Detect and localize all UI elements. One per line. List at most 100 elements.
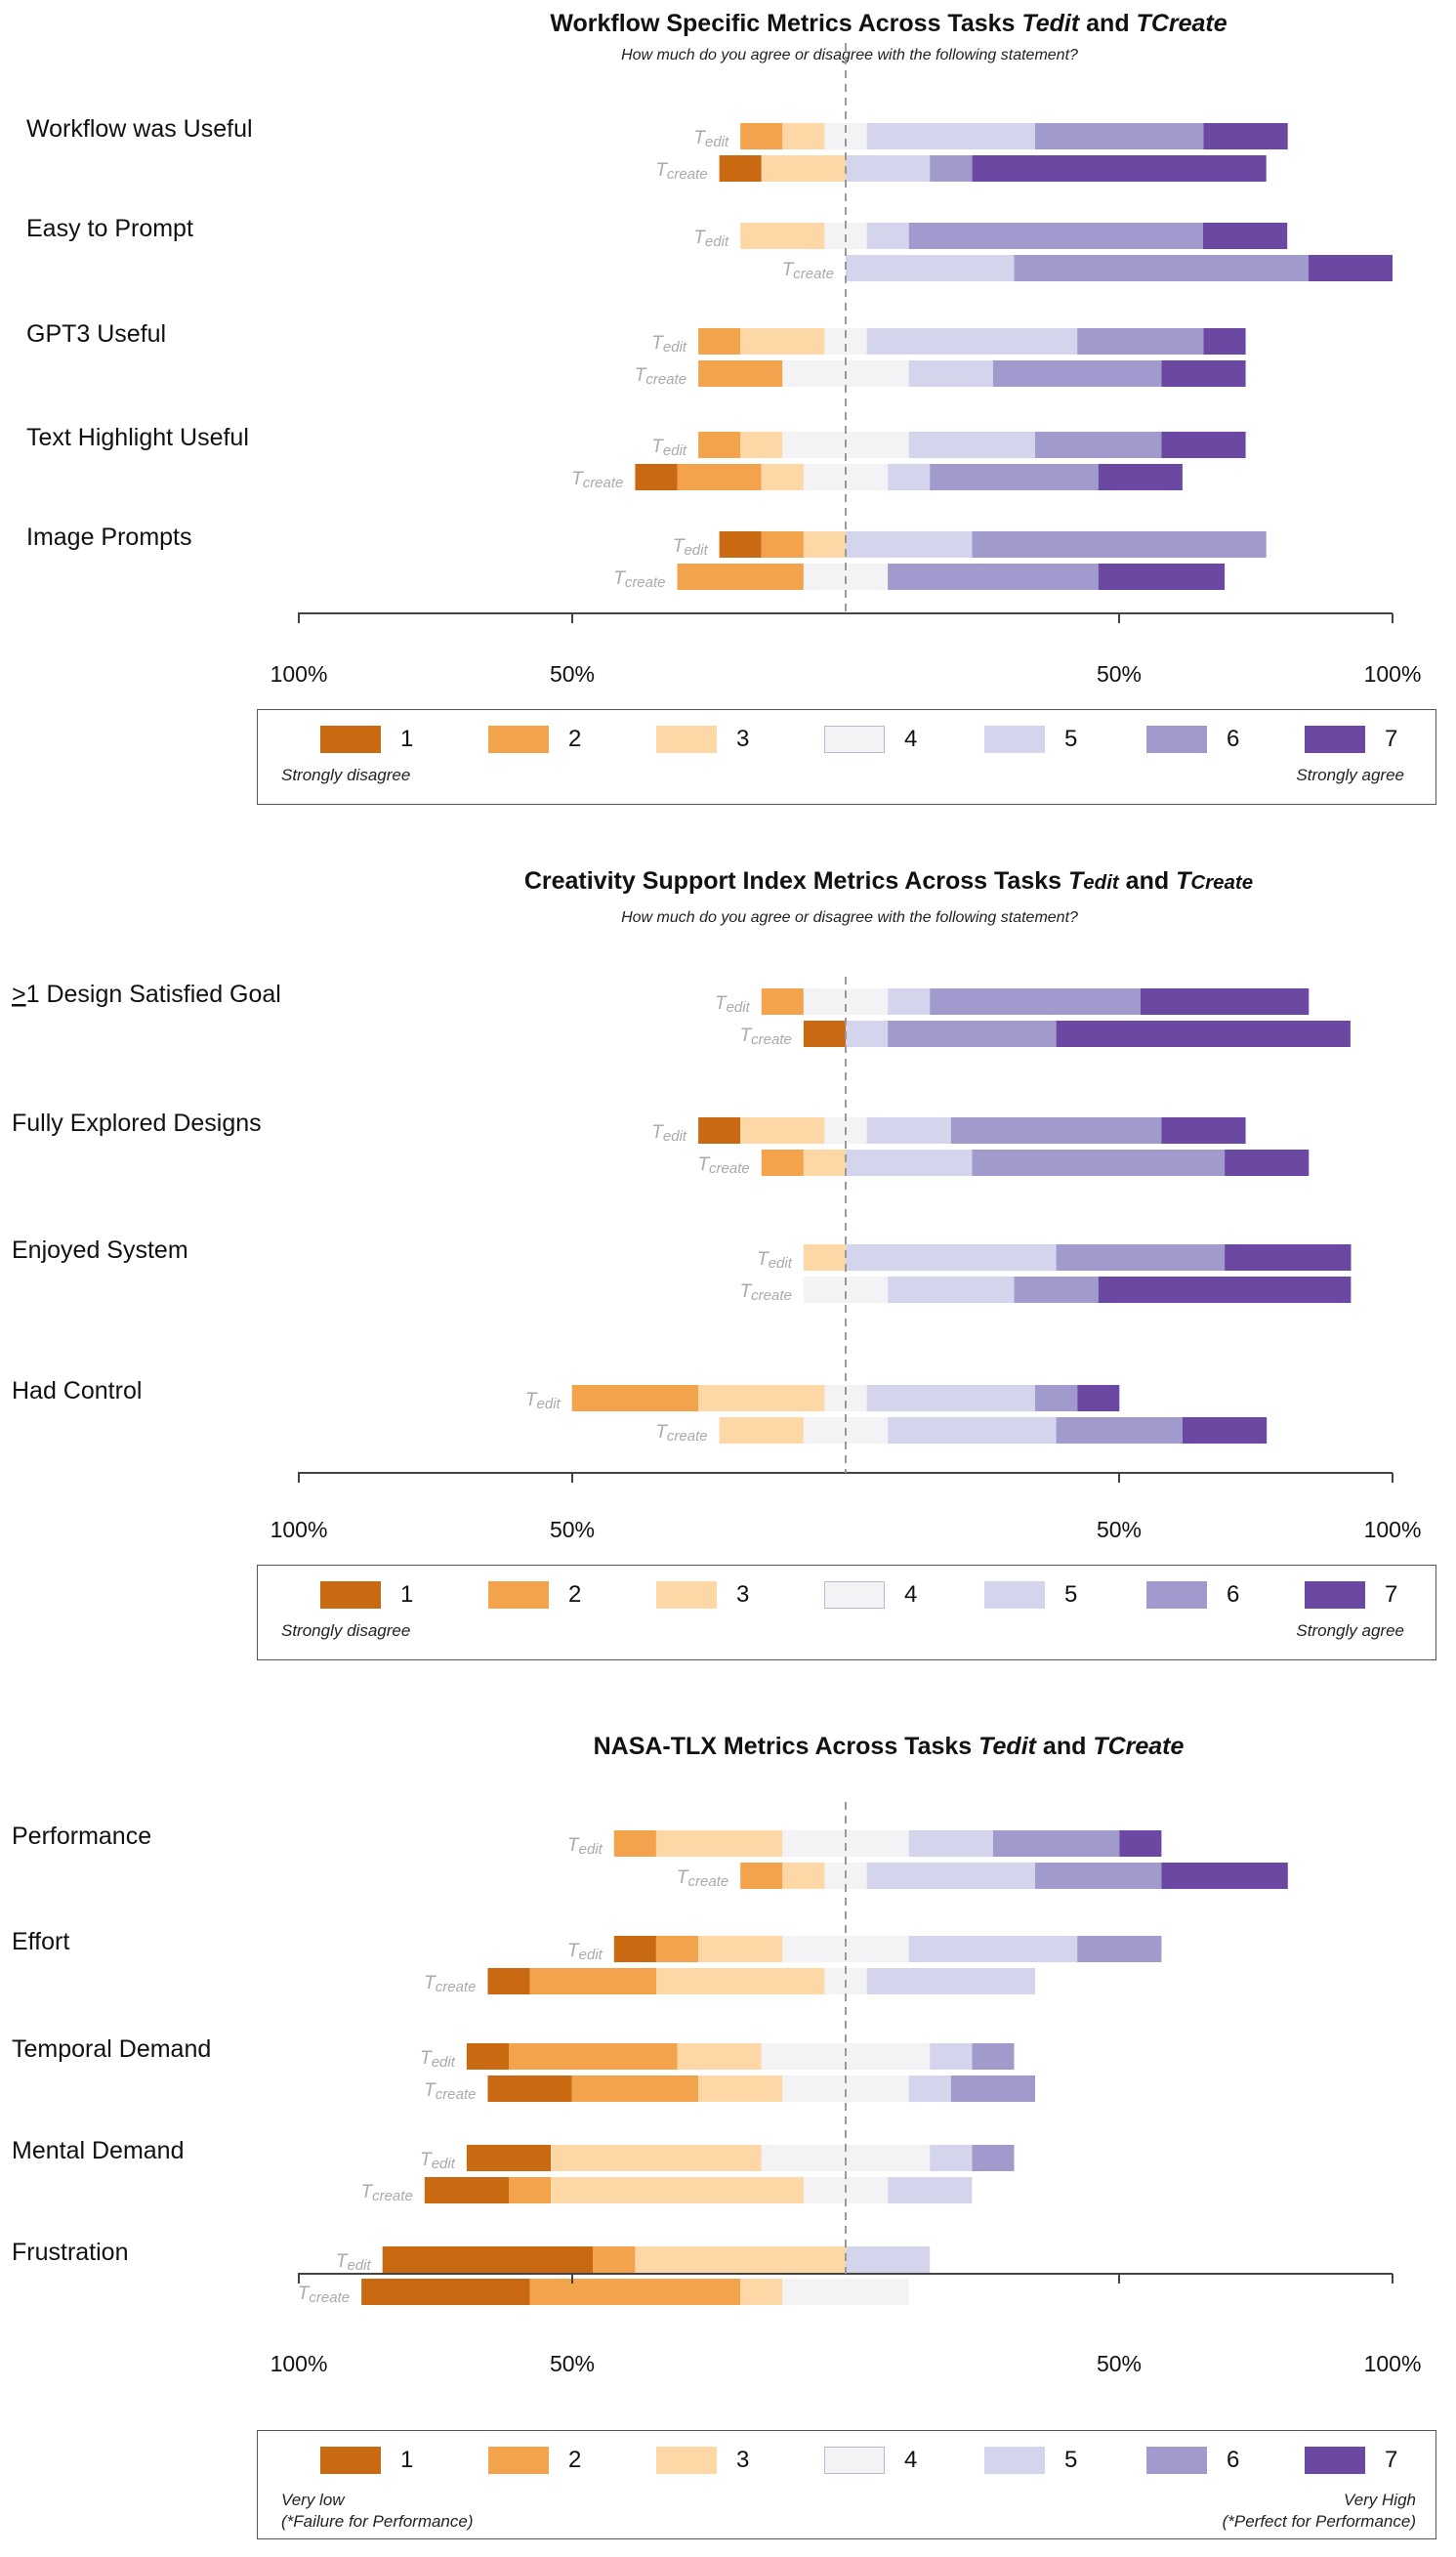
task-label-letter: T bbox=[740, 1281, 753, 1302]
task-label-letter: T bbox=[651, 1122, 664, 1143]
chart-legend: 1 2 3 4 5 6 7 Strongly disagree Strongly agree bbox=[257, 709, 1436, 805]
bar-segment bbox=[656, 1936, 699, 1962]
bar-segment bbox=[1225, 1244, 1352, 1271]
legend-swatch bbox=[824, 1581, 885, 1609]
legend-label: 2 bbox=[568, 2447, 582, 2473]
legend-swatch bbox=[984, 1581, 1045, 1609]
bar-segment bbox=[846, 255, 1015, 281]
task-label-subscript: create bbox=[309, 2289, 350, 2306]
bar-segment bbox=[866, 1117, 951, 1144]
category-label: Fully Explored Designs bbox=[12, 1110, 262, 1137]
task-label-subscript: edit bbox=[579, 1841, 603, 1858]
bar-segment bbox=[930, 2043, 973, 2070]
bar-segment bbox=[529, 2279, 741, 2305]
task-label-letter: T bbox=[655, 1422, 668, 1443]
bar-segment bbox=[972, 155, 1267, 182]
task-label-letter: T bbox=[693, 128, 706, 148]
bar-segment bbox=[466, 2145, 552, 2171]
task-label-subscript: edit bbox=[537, 1396, 562, 1412]
bar-segment bbox=[972, 2043, 1015, 2070]
legend-label: 7 bbox=[1385, 2447, 1398, 2473]
bar-segment bbox=[908, 223, 1203, 249]
bar-segment bbox=[740, 1863, 783, 1889]
legend-swatch bbox=[320, 2447, 381, 2474]
task-label: Tcreate bbox=[360, 2182, 412, 2204]
task-label: Tedit bbox=[715, 993, 751, 1016]
bar-segment bbox=[1014, 255, 1309, 281]
bar-segment bbox=[1161, 1117, 1246, 1144]
task-label-subscript: edit bbox=[769, 1255, 793, 1272]
x-tick-label: 100% bbox=[1364, 2351, 1422, 2376]
legend-swatch bbox=[1305, 1581, 1365, 1609]
bar-segment bbox=[908, 2075, 951, 2102]
task-label-letter: T bbox=[298, 2284, 311, 2304]
bar-segment bbox=[487, 2075, 572, 2102]
task-label-letter: T bbox=[571, 469, 584, 489]
bar-segment bbox=[930, 2145, 973, 2171]
task-label-letter: T bbox=[424, 2080, 437, 2101]
bar-segment bbox=[466, 2043, 509, 2070]
bar-segment bbox=[761, 155, 846, 182]
legend-swatch bbox=[824, 726, 885, 753]
legend-label: 1 bbox=[400, 1581, 414, 1608]
bar-segment bbox=[719, 1417, 804, 1444]
bar-segment bbox=[551, 2145, 762, 2171]
bar-segment bbox=[698, 1117, 741, 1144]
bar-segment bbox=[1056, 1021, 1351, 1047]
bar-segment bbox=[740, 1117, 825, 1144]
task-label: Tedit bbox=[693, 228, 729, 250]
legend-swatch bbox=[1146, 726, 1207, 753]
task-label: Tedit bbox=[673, 536, 709, 559]
legend-low-label: Strongly disagree bbox=[281, 1621, 411, 1640]
task-label-letter: T bbox=[635, 365, 647, 386]
task-label-letter: T bbox=[715, 993, 728, 1014]
bar-segment bbox=[846, 1021, 889, 1047]
category-label: Easy to Prompt bbox=[26, 215, 193, 242]
category-label: Image Prompts bbox=[26, 524, 192, 551]
legend-swatch bbox=[1146, 1581, 1207, 1609]
bar-segment bbox=[866, 123, 1036, 149]
task-label: Tcreate bbox=[655, 1422, 707, 1445]
x-tick-label: 50% bbox=[1097, 661, 1142, 687]
bar-segment bbox=[888, 988, 931, 1015]
x-tick-label: 100% bbox=[270, 661, 328, 687]
category-label: Mental Demand bbox=[12, 2137, 184, 2164]
legend-label: 6 bbox=[1227, 2447, 1240, 2473]
task-label: Tedit bbox=[757, 1249, 793, 1272]
category-label: Performance bbox=[12, 1823, 151, 1850]
bar-segment bbox=[635, 464, 678, 490]
bar-segment bbox=[803, 1150, 846, 1176]
x-tick-label: 50% bbox=[550, 2351, 595, 2376]
task-label-subscript: edit bbox=[727, 999, 751, 1016]
legend-swatch bbox=[488, 726, 549, 753]
bar-segment bbox=[487, 1968, 530, 1994]
bar-segment bbox=[972, 2145, 1015, 2171]
task-label: Tedit bbox=[651, 437, 687, 459]
task-label: Tcreate bbox=[571, 469, 623, 491]
task-label-subscript: create bbox=[436, 2086, 477, 2103]
legend-label: 4 bbox=[904, 1581, 918, 1608]
bar-segment bbox=[1077, 328, 1204, 355]
bar-segment bbox=[613, 1830, 656, 1857]
bar-segment bbox=[613, 1936, 656, 1962]
bar-segment bbox=[1119, 1830, 1162, 1857]
bar-segment bbox=[972, 1150, 1226, 1176]
bar-segment bbox=[950, 2075, 1035, 2102]
task-label-subscript: edit bbox=[432, 2156, 456, 2172]
bar-segment bbox=[677, 2043, 762, 2070]
chart-title: NASA-TLX Metrics Across Tasks Tedit and … bbox=[593, 1733, 1185, 1760]
category-label: GPT3 Useful bbox=[26, 320, 166, 348]
task-label-subscript: edit bbox=[663, 442, 687, 459]
task-label-letter: T bbox=[613, 568, 626, 589]
legend-label: 1 bbox=[400, 726, 414, 752]
task-label: Tcreate bbox=[740, 1281, 792, 1304]
legend-label: 3 bbox=[736, 726, 750, 752]
bar-segment bbox=[1035, 432, 1162, 458]
task-label-letter: T bbox=[677, 1867, 689, 1888]
category-label: Effort bbox=[12, 1928, 69, 1955]
task-label-letter: T bbox=[655, 160, 668, 181]
chart-title: Workflow Specific Metrics Across Tasks T… bbox=[550, 10, 1227, 37]
legend-swatch bbox=[1305, 2447, 1365, 2474]
bar-segment bbox=[740, 432, 783, 458]
